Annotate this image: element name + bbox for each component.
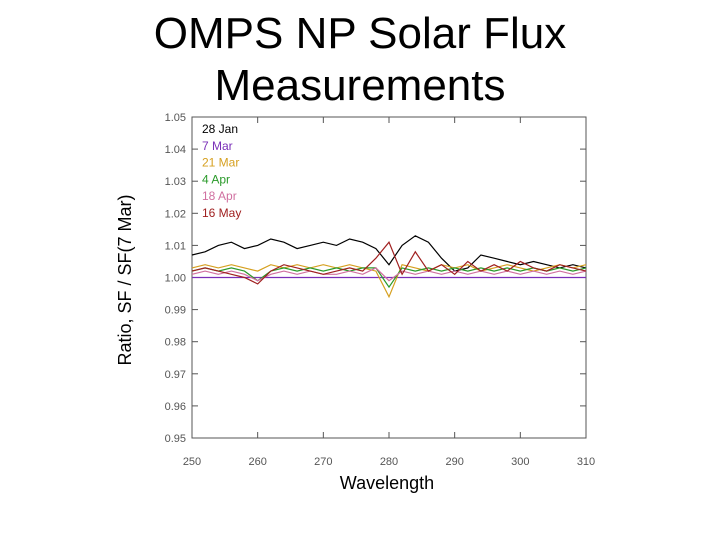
y-tick-label: 0.96 xyxy=(165,401,186,413)
legend-entry: 7 Mar xyxy=(202,139,233,153)
y-tick-label: 1.03 xyxy=(165,176,186,188)
x-tick-label: 290 xyxy=(445,456,463,468)
legend-entry: 4 Apr xyxy=(202,172,230,186)
x-tick-label: 270 xyxy=(314,456,332,468)
y-tick-label: 1.04 xyxy=(165,144,186,156)
x-tick-label: 260 xyxy=(248,456,266,468)
x-axis-ticks: 250 260 270 280 290 300 310 xyxy=(183,117,595,468)
y-tick-label: 1.05 xyxy=(165,112,186,124)
y-tick-label: 1.01 xyxy=(165,240,186,252)
y-tick-label: 0.95 xyxy=(165,433,186,445)
slide-title-line1: OMPS NP Solar Flux xyxy=(153,9,567,58)
x-tick-label: 310 xyxy=(577,456,595,468)
series-lines xyxy=(191,235,587,299)
series-line-21-mar xyxy=(191,263,587,299)
y-tick-label: 1.02 xyxy=(165,208,186,220)
y-tick-label: 1.00 xyxy=(165,273,186,285)
y-tick-label: 0.97 xyxy=(165,369,186,381)
series-line-18-apr xyxy=(191,267,587,282)
y-axis-ticks: 0.95 0.96 0.97 0.98 0.99 1.00 1.01 1.02 1.03 1.04… xyxy=(165,112,586,445)
slide-title: OMPS NP Solar Flux Measurements xyxy=(0,8,720,112)
series-line-16-may xyxy=(191,241,587,285)
x-tick-label: 280 xyxy=(380,456,398,468)
y-tick-label: 0.98 xyxy=(165,337,186,349)
y-axis-title: Ratio, SF / SF(7 Mar) xyxy=(115,194,135,365)
x-axis-title: Wavelength xyxy=(340,473,434,493)
legend-entry: 21 Mar xyxy=(202,156,239,170)
x-tick-label: 300 xyxy=(511,456,529,468)
series-line-28-jan xyxy=(191,235,587,272)
legend: 28 Jan 7 Mar 21 Mar 4 Apr 18 Apr 16 May xyxy=(202,122,241,220)
legend-entry: 16 May xyxy=(202,206,241,220)
y-tick-label: 0.99 xyxy=(165,305,186,317)
slide-title-line2: Measurements xyxy=(214,61,506,110)
x-tick-label: 250 xyxy=(183,456,201,468)
legend-entry: 18 Apr xyxy=(202,189,237,203)
legend-entry: 28 Jan xyxy=(202,122,238,136)
